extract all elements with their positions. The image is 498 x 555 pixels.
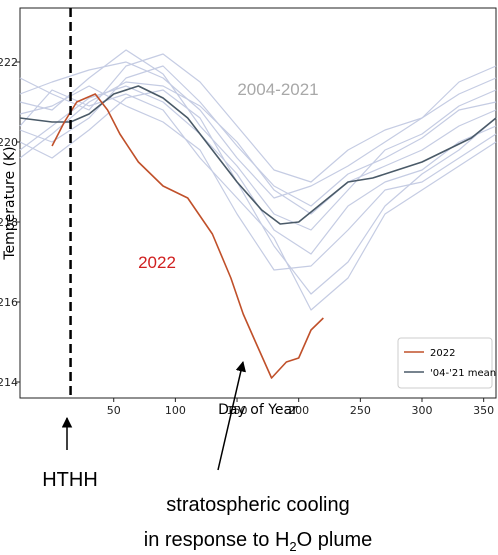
series-line bbox=[51, 93, 324, 379]
y-axis-label: Temperature (K) bbox=[2, 146, 18, 260]
x-tick-label: 350 bbox=[473, 404, 494, 417]
x-tick-label: 200 bbox=[288, 404, 309, 417]
x-tick-label: 300 bbox=[412, 404, 433, 417]
caption-text: O plume bbox=[297, 529, 373, 551]
y-tick-label: 216 bbox=[0, 296, 18, 309]
y-tick-label: 214 bbox=[0, 376, 18, 389]
x-tick-label: 250 bbox=[350, 404, 371, 417]
year-line bbox=[19, 53, 497, 183]
annotation: 2004-2021 bbox=[237, 80, 318, 99]
annotation: 2022 bbox=[138, 253, 176, 272]
plot-area bbox=[19, 7, 497, 399]
arrow bbox=[217, 360, 246, 471]
legend bbox=[397, 337, 493, 389]
year-line bbox=[19, 89, 497, 295]
caption: in response to H2O plume bbox=[144, 529, 372, 554]
event-label: HTHH bbox=[42, 469, 98, 491]
x-axis-label: Day of Year bbox=[218, 402, 298, 418]
y-tick-label: 218 bbox=[0, 216, 18, 229]
caption-text: in response to H bbox=[144, 529, 290, 551]
year-line bbox=[19, 81, 497, 215]
legend-label: '04-'21 mean bbox=[430, 368, 496, 379]
year-line bbox=[19, 49, 497, 231]
year-line bbox=[19, 85, 497, 271]
caption-sub: 2 bbox=[289, 539, 296, 554]
y-tick-label: 222 bbox=[0, 56, 18, 69]
year-line bbox=[19, 61, 497, 199]
x-tick-label: 100 bbox=[165, 404, 186, 417]
legend-label: 2022 bbox=[430, 348, 455, 359]
x-tick-label: 50 bbox=[107, 404, 121, 417]
year-line bbox=[19, 89, 497, 311]
series-line bbox=[19, 85, 497, 225]
caption: stratospheric cooling bbox=[166, 494, 349, 516]
y-tick-label: 220 bbox=[0, 136, 18, 149]
